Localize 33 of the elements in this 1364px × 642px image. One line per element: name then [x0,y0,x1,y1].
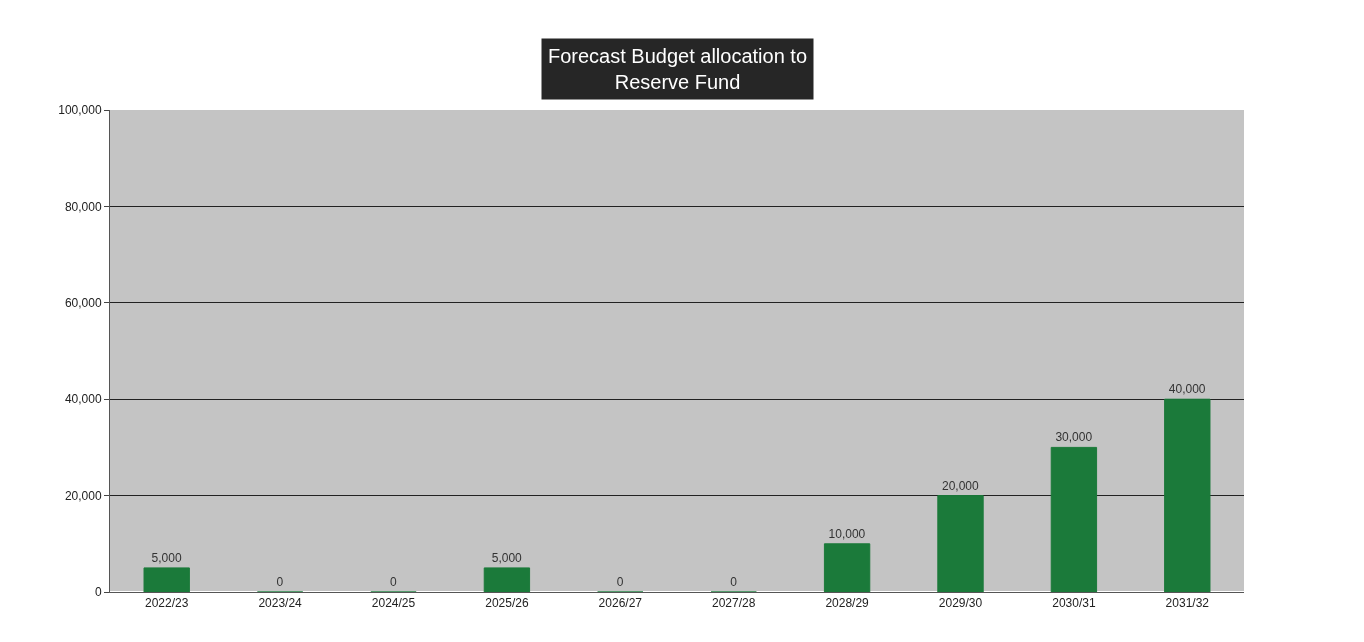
data-label: 40,000 [1168,382,1206,397]
x-tick-label: 2031/32 [1165,596,1210,611]
data-label: 0 [276,575,284,589]
x-tick-label: 2025/26 [485,596,529,611]
x-tick-label: 2030/31 [1052,596,1096,611]
bar [143,567,190,592]
bar [1164,398,1211,592]
bar [483,567,531,592]
chart-title: Forecast Budget allocation to Reserve Fund [548,45,808,93]
data-label: 20,000 [941,478,980,493]
y-tick-label: 0 [94,585,102,600]
x-tick-label: 2022/23 [145,596,189,611]
bar [823,543,871,592]
data-label: 10,000 [828,526,866,541]
y-tick-label: 100,000 [58,103,102,118]
x-tick-label: 2027/28 [712,596,756,611]
bar [937,495,984,592]
x-tick-label: 2028/29 [825,596,870,611]
data-label: 0 [730,575,738,589]
data-label: 5,000 [151,550,182,565]
x-tick-label: 2023/24 [258,596,303,611]
y-tick-label: 20,000 [64,488,102,503]
y-tick-label: 80,000 [64,199,102,214]
data-label: 30,000 [1055,430,1093,445]
y-tick-label: 60,000 [64,296,102,310]
bar [1050,446,1098,592]
data-label: 5,000 [491,550,523,565]
x-tick-label: 2026/27 [598,596,643,611]
y-tick-label: 40,000 [64,392,102,407]
x-tick-label: 2029/30 [938,596,983,611]
data-label: 0 [390,575,397,589]
x-tick-label: 2024/25 [371,596,416,611]
data-label: 0 [616,575,624,589]
